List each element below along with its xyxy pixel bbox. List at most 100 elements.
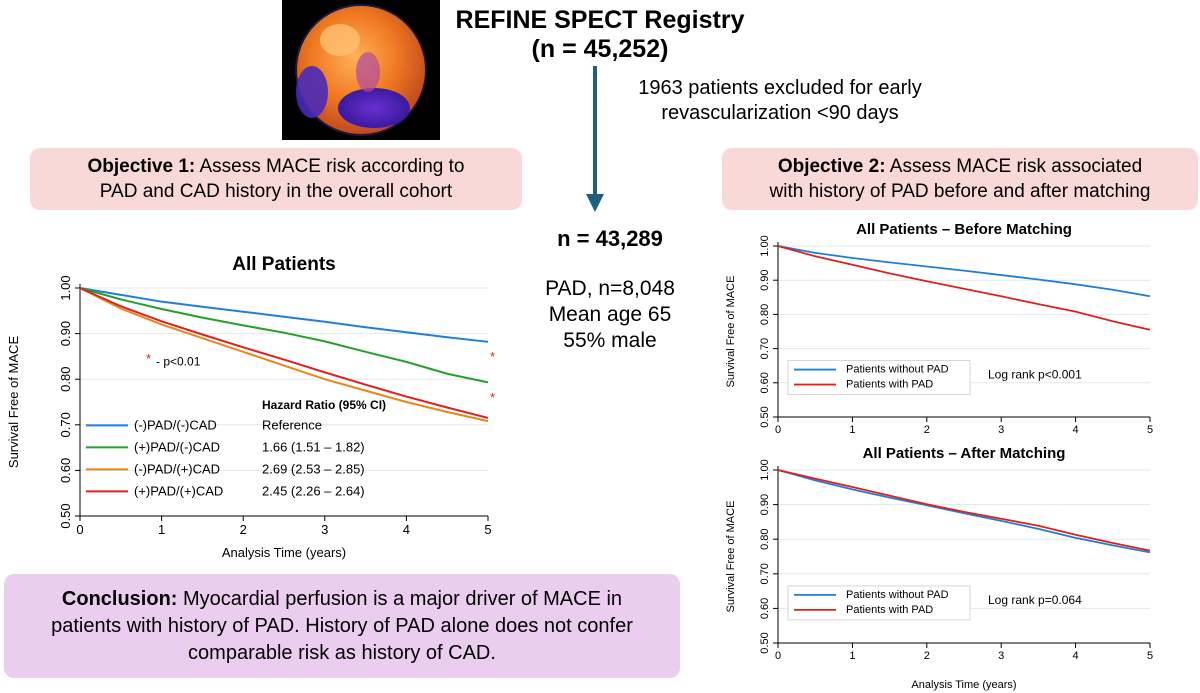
chart-all-patients: All Patients 0.50 0.60 0.70 0.80 0.90 1.00 0 1 2 3… <box>6 254 495 560</box>
legend-hr-0: Reference <box>262 417 322 432</box>
green-series-star: * <box>490 349 495 364</box>
exclusion-note-line2: revascularization <90 days <box>661 102 899 124</box>
chart-after-matching: All Patients – After Matching 0.50 0.60 0.7… <box>725 445 1153 691</box>
exclusion-note: 1963 patients excluded for early revascu… <box>600 76 960 126</box>
cohort-male: 55% male <box>563 329 657 352</box>
series-line-2 <box>79 287 489 423</box>
cohort-pad: PAD, n=8,048 <box>545 277 675 300</box>
series-line-1 <box>79 287 489 384</box>
x-tick-label: 4 <box>1073 424 1079 436</box>
chart-before-matching: All Patients – Before Matching 0.50 0.60 0.… <box>725 221 1153 436</box>
cohort-age: Mean age 65 <box>548 303 672 326</box>
legend-hr-1: 1.66 (1.51 – 1.82) <box>262 439 365 454</box>
significance-note: - p<0.01 <box>156 355 201 369</box>
x-tick-label: 2 <box>924 424 930 436</box>
chart-title: All Patients – Before Matching <box>856 221 1072 238</box>
objective2-line2: with history of PAD before and after mat… <box>769 181 1151 202</box>
objective1-box: Objective 1: Assess MACE risk according … <box>30 148 522 210</box>
objective1-label: Objective 1: <box>87 156 196 177</box>
perfusion-image-svg <box>295 4 427 136</box>
legend-label-1: Patients with PAD <box>846 379 933 391</box>
legend-label-0: Patients without PAD <box>846 589 949 601</box>
y-tick-label: 0.50 <box>759 406 771 427</box>
conclusion-box: Conclusion: Myocardial perfusion is a ma… <box>4 574 680 678</box>
objective2-label: Objective 2: <box>777 156 886 177</box>
legend-box <box>787 585 971 621</box>
series-line-0 <box>777 469 1151 554</box>
legend-hr-2: 2.69 (2.53 – 2.85) <box>262 461 365 476</box>
y-tick-label: 0.80 <box>58 367 73 392</box>
legend-label-3: (+)PAD/(+)CAD <box>134 483 223 498</box>
conclusion-label: Conclusion: <box>61 587 178 610</box>
x-tick-label: 1 <box>849 424 855 436</box>
objective1-line1: Assess MACE risk according to <box>195 156 465 177</box>
x-tick-label: 4 <box>1073 650 1079 662</box>
conclusion-line2: patients with history of PAD. History of… <box>51 614 633 637</box>
conclusion-line3: comparable risk as history of CAD. <box>188 641 496 664</box>
cohort-stats: PAD, n=8,048 Mean age 65 55% male <box>510 276 710 354</box>
y-tick-label: 0.90 <box>759 269 771 290</box>
y-axis-label: Survival Free of MACE <box>725 501 737 613</box>
y-tick-label: 1.00 <box>759 235 771 256</box>
x-tick-label: 2 <box>924 650 930 662</box>
y-tick-label: 0.60 <box>58 458 73 483</box>
y-tick-label: 0.70 <box>759 338 771 359</box>
series-line-0 <box>777 245 1151 298</box>
series-line-1 <box>777 245 1151 331</box>
x-axis-label: Analysis Time (years) <box>911 679 1016 691</box>
flow-arrow <box>586 66 604 212</box>
y-tick-label: 0.90 <box>58 321 73 346</box>
legend-label-0: (-)PAD/(-)CAD <box>134 417 217 432</box>
orange-series-star: * <box>490 390 495 405</box>
series-line-0 <box>79 287 489 343</box>
y-axis-label: Survival Free of MACE <box>725 276 737 388</box>
cohort-n: n = 43,289 <box>557 226 663 251</box>
y-tick-label: 0.80 <box>759 304 771 325</box>
chart-title: All Patients – After Matching <box>863 445 1066 462</box>
logrank-annotation: Log rank p<0.001 <box>988 368 1082 382</box>
conclusion-line1: Myocardial perfusion is a major driver o… <box>177 587 623 610</box>
registry-title-line2: (n = 45,252) <box>531 35 669 63</box>
legend-label-1: Patients with PAD <box>846 604 933 616</box>
y-tick-label: 0.50 <box>759 632 771 653</box>
series-line-1 <box>777 469 1151 552</box>
legend-hr-3: 2.45 (2.26 – 2.64) <box>262 483 365 498</box>
x-axis-label: Analysis Time (years) <box>222 545 346 560</box>
series-line-3 <box>79 287 489 419</box>
y-tick-label: 1.00 <box>759 459 771 480</box>
y-axis-label: Survival Free of MACE <box>6 336 21 469</box>
chart-title: All Patients <box>232 254 335 275</box>
legend-box <box>787 360 971 395</box>
y-tick-label: 0.60 <box>759 598 771 619</box>
registry-title: REFINE SPECT Registry (n = 45,252) <box>430 6 770 64</box>
registry-title-line1: REFINE SPECT Registry <box>455 6 745 34</box>
x-tick-label: 5 <box>1147 424 1153 436</box>
x-tick-label: 3 <box>998 650 1004 662</box>
y-tick-label: 0.90 <box>759 494 771 515</box>
y-tick-label: 0.70 <box>58 412 73 437</box>
x-tick-label: 0 <box>775 424 781 436</box>
objective2-line1: Assess MACE risk associated <box>885 156 1143 177</box>
legend-label-0: Patients without PAD <box>846 364 949 376</box>
y-tick-label: 0.80 <box>759 528 771 549</box>
x-tick-label: 0 <box>76 522 83 537</box>
objective1-line2: PAD and CAD history in the overall cohor… <box>99 181 453 202</box>
y-tick-label: 0.50 <box>58 503 73 528</box>
significance-star: * <box>146 351 151 366</box>
x-tick-label: 1 <box>158 522 165 537</box>
hr-header: Hazard Ratio (95% CI) <box>262 398 386 412</box>
legend-label-2: (-)PAD/(+)CAD <box>134 461 220 476</box>
x-tick-label: 1 <box>849 650 855 662</box>
x-tick-label: 3 <box>321 522 328 537</box>
x-tick-label: 3 <box>998 424 1004 436</box>
x-tick-label: 5 <box>484 522 491 537</box>
x-tick-label: 5 <box>1147 650 1153 662</box>
logrank-annotation: Log rank p=0.064 <box>988 593 1082 607</box>
x-tick-label: 2 <box>240 522 247 537</box>
exclusion-note-line1: 1963 patients excluded for early <box>638 77 922 99</box>
x-tick-label: 0 <box>775 650 781 662</box>
y-tick-label: 1.00 <box>58 275 73 300</box>
legend-label-1: (+)PAD/(-)CAD <box>134 439 220 454</box>
y-tick-label: 0.60 <box>759 372 771 393</box>
perfusion-image <box>282 0 440 140</box>
